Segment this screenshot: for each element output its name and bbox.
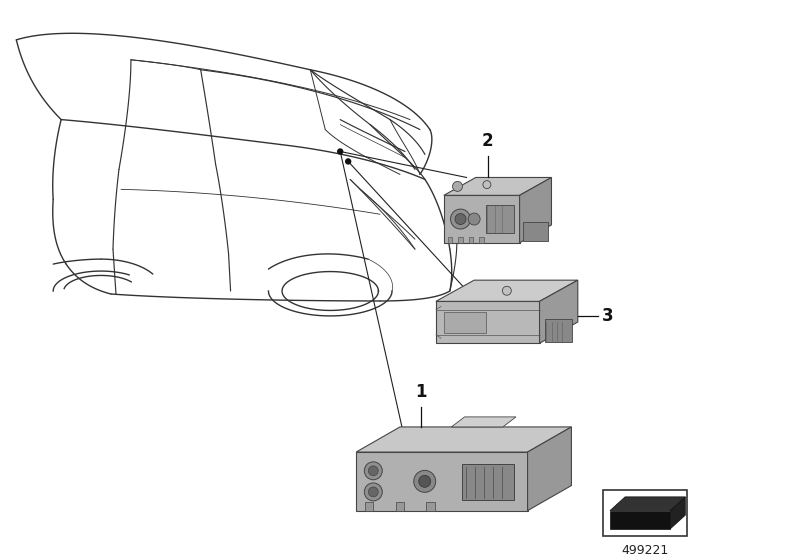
Circle shape (414, 470, 436, 492)
Polygon shape (539, 280, 578, 343)
Circle shape (453, 181, 462, 192)
Text: 2: 2 (482, 132, 494, 150)
Circle shape (502, 286, 511, 295)
Polygon shape (610, 497, 686, 511)
Polygon shape (610, 511, 670, 529)
Bar (444, 312, 486, 333)
Polygon shape (527, 427, 571, 511)
Polygon shape (444, 195, 519, 243)
Circle shape (364, 462, 382, 480)
Circle shape (450, 209, 470, 229)
Polygon shape (356, 452, 527, 511)
Polygon shape (519, 178, 551, 243)
Bar (486, 205, 514, 234)
Bar (365, 502, 374, 511)
Bar (448, 237, 452, 243)
Text: 3: 3 (602, 307, 614, 325)
Circle shape (364, 483, 382, 501)
Bar (546, 319, 572, 342)
Bar (469, 237, 474, 243)
Polygon shape (451, 417, 516, 427)
Circle shape (468, 213, 480, 225)
Circle shape (418, 475, 430, 487)
Circle shape (483, 181, 491, 189)
Polygon shape (444, 178, 551, 195)
Polygon shape (436, 280, 578, 301)
Circle shape (346, 159, 350, 164)
Circle shape (338, 149, 342, 154)
Bar (479, 237, 484, 243)
Polygon shape (670, 497, 686, 529)
Bar (462, 464, 514, 500)
Bar (395, 502, 404, 511)
Bar (603, 490, 687, 536)
Bar (522, 222, 548, 241)
Circle shape (368, 466, 378, 476)
Polygon shape (356, 427, 571, 452)
Text: 499221: 499221 (622, 544, 669, 557)
Polygon shape (436, 301, 539, 343)
Circle shape (455, 213, 466, 225)
Circle shape (368, 487, 378, 497)
Text: 1: 1 (415, 383, 427, 401)
Bar (458, 237, 462, 243)
Bar (426, 502, 435, 511)
